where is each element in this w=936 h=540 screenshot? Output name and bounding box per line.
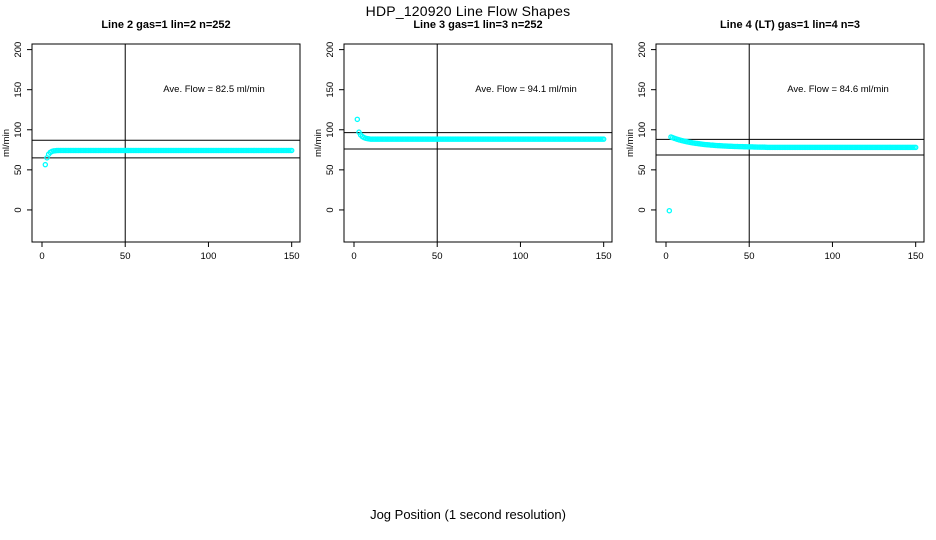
y-tick-label: 50 — [637, 165, 648, 176]
y-tick-label: 100 — [325, 122, 336, 138]
data-point — [600, 136, 607, 142]
x-tick-label: 50 — [744, 251, 755, 262]
y-tick-label: 200 — [637, 42, 648, 58]
data-point — [288, 147, 295, 154]
y-tick-label: 100 — [637, 122, 648, 138]
ave-flow-annotation-line-2: Ave. Flow = 82.5 ml/min — [163, 84, 265, 95]
y-tick-label: 150 — [13, 82, 24, 98]
x-tick-label: 50 — [120, 251, 131, 262]
panel-line-4: Line 4 (LT) gas=1 lin=4 n=3 0 50 100 150 0 50… — [624, 0, 936, 270]
panel-line-2-title: Line 2 gas=1 lin=2 n=252 — [101, 19, 231, 31]
ave-flow-annotation-line-4: Ave. Flow = 84.6 ml/min — [787, 84, 889, 95]
y-tick-label: 150 — [325, 82, 336, 98]
y-tick-label: 50 — [13, 165, 24, 176]
plot-box — [655, 43, 925, 243]
panel-line-4-title: Line 4 (LT) gas=1 lin=4 n=3 — [719, 19, 861, 31]
y-tick-label: 150 — [637, 82, 648, 98]
x-tick-label: 100 — [825, 251, 841, 262]
y-tick-label: 0 — [13, 207, 24, 212]
y-tick-label: 50 — [325, 165, 336, 176]
plot-box — [31, 43, 301, 243]
x-tick-label: 150 — [284, 251, 300, 262]
x-tick-label: 100 — [513, 251, 529, 262]
data-point — [42, 161, 49, 168]
y-tick-label: 0 — [325, 207, 336, 212]
x-tick-label: 100 — [201, 251, 217, 262]
y-axis-title: ml/min — [1, 129, 12, 157]
ave-flow-annotation-line-3: Ave. Flow = 94.1 ml/min — [475, 84, 577, 95]
plot-box — [343, 43, 613, 243]
y-tick-label: 200 — [325, 42, 336, 58]
x-tick-label: 0 — [351, 251, 356, 262]
x-tick-label: 0 — [39, 251, 44, 262]
panel-line-3: Line 3 gas=1 lin=3 n=252 0 50 100 150 0 50 100… — [312, 0, 624, 270]
x-tick-label: 150 — [908, 251, 924, 262]
y-axis-title: ml/min — [313, 129, 324, 157]
panel-line-2: Line 2 gas=1 lin=2 n=252 0 50 100 150 0 50 100… — [0, 0, 312, 270]
y-tick-label: 200 — [13, 42, 24, 58]
plot-area-line-4: 0 50 100 150 0 50 100 150 200 ml/min — [625, 42, 925, 262]
plot-area-line-3: 0 50 100 150 0 50 100 150 200 ml/min — [313, 42, 613, 262]
data-point — [666, 207, 673, 214]
x-tick-label: 0 — [663, 251, 668, 262]
panel-line-3-title: Line 3 gas=1 lin=3 n=252 — [413, 19, 543, 31]
x-tick-label: 50 — [432, 251, 443, 262]
x-axis-label: Jog Position (1 second resolution) — [370, 507, 566, 522]
y-axis-title: ml/min — [625, 129, 636, 157]
y-tick-label: 100 — [13, 122, 24, 138]
x-tick-label: 150 — [596, 251, 612, 262]
data-point — [912, 144, 919, 151]
plot-area-line-2: 0 50 100 150 0 50 100 150 200 ml/min — [1, 42, 301, 262]
y-tick-label: 0 — [637, 207, 648, 212]
figure-title: HDP_120920 Line Flow Shapes — [365, 3, 571, 19]
data-point — [354, 116, 361, 123]
